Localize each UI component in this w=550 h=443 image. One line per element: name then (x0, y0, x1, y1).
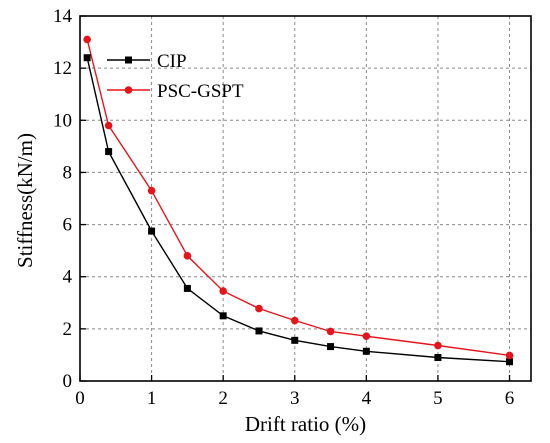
data-point-cip (83, 54, 91, 62)
data-point-cip (362, 347, 370, 355)
x-tick-label: 0 (75, 388, 85, 409)
legend-marker-psc-gspt (124, 86, 133, 94)
data-point-psc-gspt (326, 327, 335, 336)
y-tick-label: 4 (63, 267, 73, 288)
grid-lines (80, 16, 531, 381)
x-axis-title: Drift ratio (%) (245, 412, 366, 436)
data-point-cip (183, 284, 191, 292)
data-point-psc-gspt (434, 341, 442, 350)
data-point-psc-gspt (83, 35, 91, 44)
data-point-cip (506, 358, 514, 366)
data-point-psc-gspt (183, 252, 192, 260)
data-point-psc-gspt (104, 121, 113, 130)
data-point-cip (255, 327, 263, 335)
data-point-cip (219, 312, 227, 320)
data-point-psc-gspt (505, 351, 514, 360)
data-point-cip (434, 354, 442, 362)
series-layer (83, 35, 514, 366)
data-point-cip (148, 227, 156, 235)
y-tick-label: 12 (53, 58, 72, 79)
series-line-cip (86, 57, 510, 363)
data-point-psc-gspt (255, 304, 263, 313)
x-tick-label: 3 (290, 388, 300, 409)
x-tick-label: 6 (505, 388, 515, 409)
legend-label-cip: CIP (157, 51, 187, 72)
y-tick-label: 8 (63, 162, 73, 183)
x-tick-label: 5 (433, 388, 443, 409)
y-tick-label: 10 (53, 110, 72, 131)
legend-item-cip: CIP (107, 51, 187, 72)
x-tick-label: 2 (218, 388, 228, 409)
x-tick-label: 4 (362, 388, 372, 409)
y-tick-label: 2 (63, 319, 73, 340)
legend-marker-cip (125, 56, 132, 64)
legend: CIP PSC-GSPT (107, 51, 244, 102)
data-point-psc-gspt (219, 287, 227, 295)
plot-frame (79, 15, 532, 382)
y-tick-label: 6 (63, 215, 73, 236)
data-point-cip (105, 148, 113, 156)
data-point-psc-gspt (362, 332, 371, 340)
y-tick-label: 0 (63, 371, 73, 392)
legend-label-psc-gspt: PSC-GSPT (157, 81, 244, 102)
legend-item-psc-gspt: PSC-GSPT (107, 81, 244, 102)
data-point-cip (327, 343, 335, 351)
data-point-psc-gspt (147, 186, 156, 195)
y-axis-title: Stiffness(kN/m) (13, 133, 37, 268)
x-tick-label: 1 (147, 388, 157, 409)
y-tick-label: 14 (53, 6, 73, 27)
data-point-psc-gspt (290, 316, 299, 325)
data-point-cip (291, 336, 299, 344)
series-line-psc-gspt (86, 39, 510, 357)
